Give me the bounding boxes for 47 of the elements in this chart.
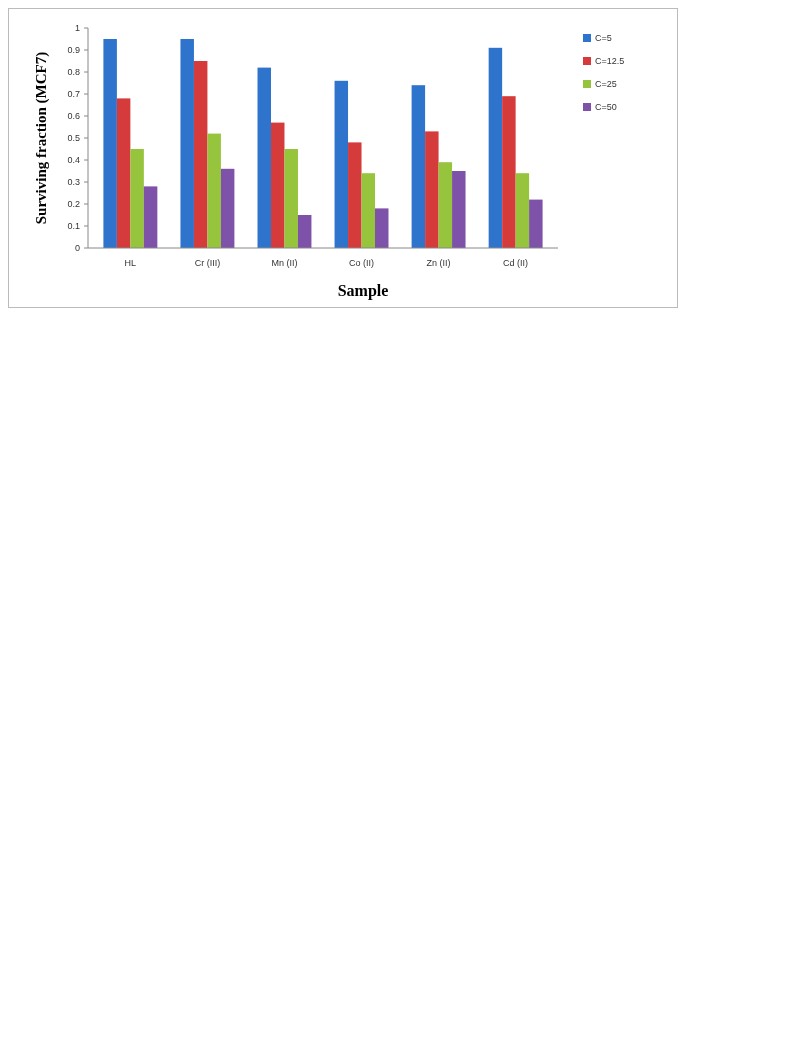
legend-label: C=12.5 xyxy=(595,56,625,67)
y-tick-label: 0.2 xyxy=(67,199,80,210)
y-tick-label: 0.1 xyxy=(67,221,80,232)
bar xyxy=(116,98,131,248)
bar xyxy=(180,39,194,248)
y-tick-label: 1 xyxy=(74,23,80,34)
bar xyxy=(334,80,349,248)
x-tick-label: HL xyxy=(124,258,137,268)
bar xyxy=(297,215,312,248)
y-tick-label: 0.5 xyxy=(67,133,80,144)
y-tick-label: 0 xyxy=(74,243,80,254)
y-tick-label: 0.9 xyxy=(67,45,80,56)
bar xyxy=(438,162,453,248)
bar xyxy=(193,61,208,248)
bar xyxy=(130,149,144,248)
legend-label: C=50 xyxy=(595,102,617,113)
bar xyxy=(361,173,376,248)
bar xyxy=(220,168,235,248)
bar xyxy=(502,96,516,248)
bar xyxy=(375,208,389,248)
y-tick-label: 0.6 xyxy=(67,111,80,122)
bar xyxy=(257,67,271,248)
x-axis-title: Sample xyxy=(337,282,389,300)
y-tick-label: 0.3 xyxy=(67,177,80,188)
bar xyxy=(270,122,285,248)
legend-label: C=25 xyxy=(595,79,617,90)
bar xyxy=(452,171,466,248)
bar xyxy=(411,85,426,248)
bar xyxy=(425,131,439,248)
x-tick-label: Zn (II) xyxy=(426,258,451,268)
y-tick-label: 0.8 xyxy=(67,67,80,78)
bar xyxy=(488,47,503,248)
bar xyxy=(348,142,362,248)
bar xyxy=(529,199,543,248)
bar xyxy=(207,133,221,248)
y-tick-label: 0.7 xyxy=(67,89,80,100)
bar xyxy=(284,149,298,248)
y-axis-title: Surviving fraction (MCF7) xyxy=(33,51,50,225)
y-tick-label: 0.4 xyxy=(67,155,80,166)
bar xyxy=(515,173,530,248)
bar xyxy=(103,39,117,248)
x-tick-label: Mn (II) xyxy=(271,258,298,268)
legend-label: C=5 xyxy=(595,33,612,44)
bar xyxy=(143,186,158,248)
x-tick-label: Cd (II) xyxy=(503,258,529,268)
x-tick-label: Cr (III) xyxy=(194,258,221,268)
x-tick-label: Co (II) xyxy=(349,258,375,268)
